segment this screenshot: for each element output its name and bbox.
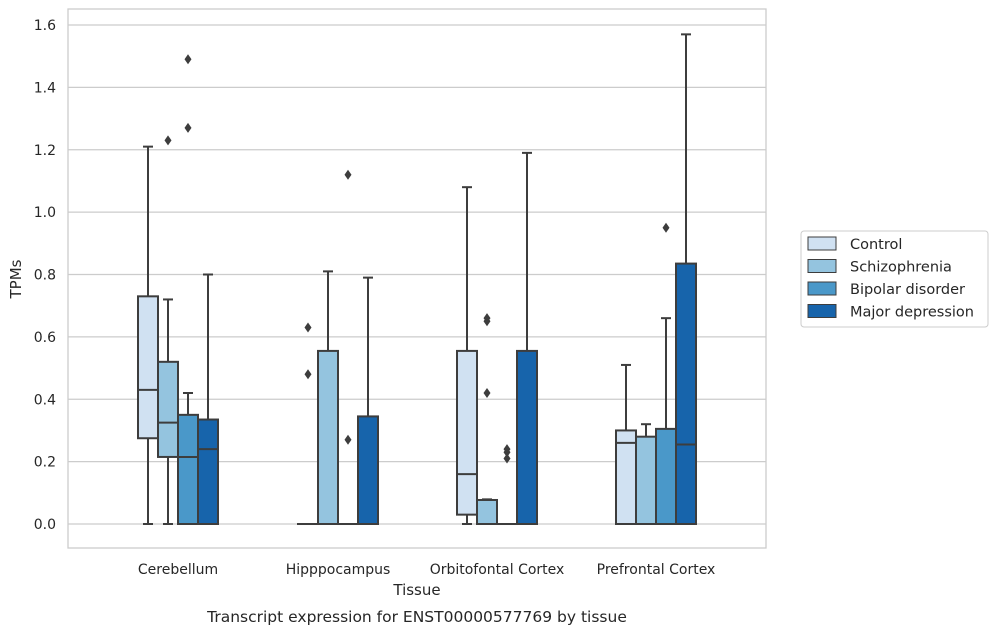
outlier-point — [503, 444, 511, 455]
y-tick-label: 1.4 — [34, 80, 56, 96]
x-tick-labels: Cerebellum Hipppocampus Orbitofontal Corte… — [138, 562, 715, 578]
box-body — [615, 429, 637, 525]
legend-swatch — [807, 281, 837, 296]
box-body — [456, 349, 478, 516]
box-1-3 — [357, 276, 379, 526]
legend-label: Bipolar disorder — [850, 282, 965, 298]
outlier-point — [164, 135, 172, 146]
legend-label: Control — [850, 237, 902, 253]
y-tick-label: 0.6 — [34, 330, 56, 346]
y-tick-label: 0.0 — [34, 517, 56, 533]
x-tick-label: Orbitofontal Cortex — [430, 562, 565, 578]
box-body — [516, 349, 538, 525]
legend-label: Major depression — [850, 305, 974, 321]
outlier-point — [344, 434, 352, 445]
box-1-2 — [337, 169, 359, 526]
box-body — [476, 498, 498, 526]
legend-swatch — [807, 304, 837, 318]
box-1-1 — [317, 270, 339, 525]
box-body — [357, 415, 379, 526]
box-3-2 — [655, 222, 677, 525]
legend-frame — [800, 230, 989, 328]
box-body — [157, 360, 179, 458]
y-tick-label: 0.4 — [34, 392, 56, 408]
box-body — [177, 413, 199, 525]
outlier-point — [662, 222, 670, 233]
y-tick-label: 0.8 — [34, 268, 56, 284]
legend: Control Schizophrenia Bipolar disorder Majo… — [800, 230, 989, 328]
box-3-1 — [635, 423, 657, 525]
legend-label: Schizophrenia — [850, 260, 952, 276]
x-tick-label: Cerebellum — [138, 562, 218, 578]
x-tick-label: Prefrontal Cortex — [597, 562, 716, 578]
box-body — [197, 418, 219, 526]
outlier-point — [304, 369, 312, 380]
outlier-point — [184, 122, 192, 133]
y-tick-label: 1.0 — [34, 205, 56, 221]
box-0-1 — [157, 135, 179, 525]
x-tick-label: Hipppocampus — [286, 562, 391, 578]
outlier-point — [503, 453, 511, 464]
box-body — [675, 262, 697, 525]
outlier-point — [483, 313, 491, 324]
plot-area-frame — [67, 8, 767, 549]
outlier-point — [304, 322, 312, 333]
y-tick-label: 1.2 — [34, 143, 56, 159]
boxes — [137, 33, 697, 526]
outlier-point — [184, 54, 192, 65]
box-body — [655, 427, 677, 525]
box-2-0 — [456, 186, 478, 525]
legend-swatch — [807, 236, 837, 251]
box-body — [635, 435, 657, 525]
y-tick-label: 1.6 — [34, 18, 56, 34]
chart-caption: Transcript expression for ENST0000057776… — [206, 608, 627, 626]
box-body — [317, 349, 339, 525]
box-0-2 — [177, 54, 199, 525]
box-0-0 — [137, 145, 159, 525]
y-axis-label: TPMs — [7, 259, 25, 299]
x-axis-label: Tissue — [392, 581, 440, 599]
box-1-0 — [297, 322, 319, 526]
outlier-point — [483, 388, 491, 399]
legend-swatch — [807, 259, 837, 273]
outlier-point — [344, 169, 352, 180]
box-body — [137, 295, 159, 440]
box-2-3 — [516, 151, 538, 525]
y-tick-labels: 0.0 0.2 0.4 0.6 0.8 1.0 1.2 1.4 1.6 — [34, 18, 56, 533]
box-2-1 — [476, 313, 498, 526]
box-0-3 — [197, 273, 219, 526]
box-3-0 — [615, 363, 637, 525]
box-3-3 — [675, 33, 697, 525]
box-2-2 — [496, 444, 518, 526]
y-tick-label: 0.2 — [34, 455, 56, 471]
